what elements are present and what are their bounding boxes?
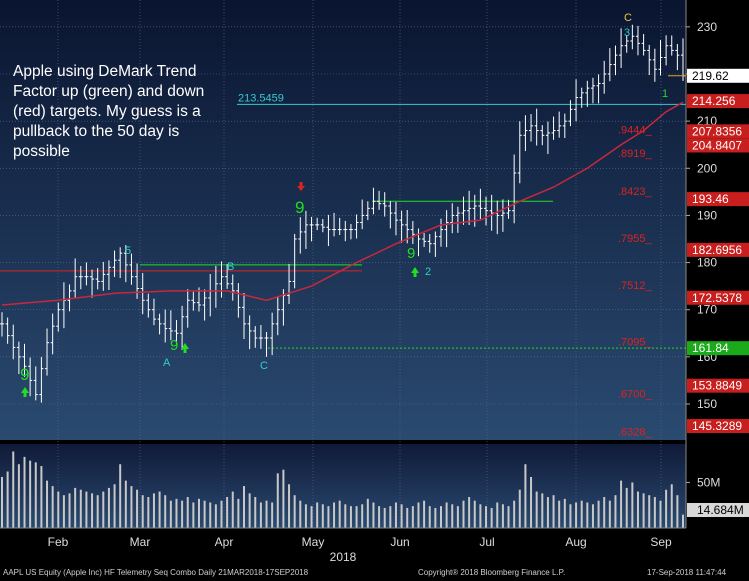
x-tick-label: May — [302, 535, 325, 549]
y-tick-label: 150 — [697, 397, 717, 411]
count-3-label: 3 — [624, 27, 630, 39]
up-arrow-icon — [21, 387, 29, 397]
price-label-box — [687, 419, 749, 434]
wave-label-a: A — [163, 357, 171, 369]
x-year-label: 2018 — [330, 550, 357, 564]
volume-label-box — [687, 503, 749, 517]
price-panel-background — [0, 0, 686, 440]
price-label-box — [687, 192, 749, 207]
count-1-label: 1 — [662, 88, 668, 100]
price-label-box — [687, 341, 749, 356]
wave-label-c: C — [624, 12, 632, 24]
setup-9-label: 9 — [20, 365, 29, 384]
red-target-label: .8423_ — [618, 186, 653, 198]
x-tick-label: Feb — [48, 535, 69, 549]
price-label-box — [687, 68, 749, 83]
x-tick-label: Aug — [565, 535, 586, 549]
footer-timestamp: 17-Sep-2018 11:47:44 — [647, 568, 727, 577]
red-target-label: .6700_ — [618, 389, 653, 401]
up-arrow-icon — [411, 267, 419, 277]
price-label-box — [687, 138, 749, 153]
price-label-text: 145.3289 — [692, 419, 742, 433]
gridlines — [0, 0, 686, 528]
x-tick-label: Mar — [130, 535, 151, 549]
x-tick-label: Sep — [650, 535, 672, 549]
wave-label-c-lower: C — [260, 360, 268, 372]
price-label-text: 182.6956 — [692, 243, 742, 257]
down-arrow-icon — [297, 182, 305, 191]
x-tick-label: Jul — [479, 535, 494, 549]
demark-annotations: C 3 1 9 9 9 9 5 A B C 2 .9444_ .8919_ .8423_ .7955_ .751… — [20, 12, 668, 438]
setup-9-label: 9 — [407, 245, 415, 262]
y-tick-label: 200 — [697, 161, 717, 175]
x-tick-label: Apr — [215, 535, 234, 549]
price-label-text: 207.8356 — [692, 124, 742, 138]
price-label-text: 219.62 — [692, 69, 729, 83]
price-label-box — [687, 378, 749, 393]
y-tick-label: 190 — [697, 208, 717, 222]
setup-9-label: 9 — [295, 198, 304, 217]
setup-9-label: 9 — [170, 337, 178, 354]
count-2-label: 2 — [425, 266, 431, 278]
time-axis: Feb Mar Apr May Jun Jul Aug Sep 2018 — [0, 527, 686, 564]
red-target-label: .6328_ — [618, 426, 653, 438]
cyan-target-label: 213.5459 — [238, 92, 284, 104]
price-label-text: 204.8407 — [692, 138, 742, 152]
up-arrow-icon — [181, 343, 189, 353]
price-label-box — [687, 290, 749, 305]
y-tick-label: 180 — [697, 256, 717, 270]
price-label-text: 214.256 — [692, 94, 736, 108]
price-axis: 150160170180190200210220230219.62214.256… — [668, 0, 749, 528]
wave-label-b: B — [227, 261, 234, 273]
x-tick-label: Jun — [390, 535, 409, 549]
price-label-text: 153.8849 — [692, 379, 742, 393]
price-label-box — [687, 94, 749, 109]
chart-commentary: Apple using DeMark Trend Factor up (gree… — [13, 63, 205, 160]
price-label-text: 172.5378 — [692, 291, 742, 305]
y-tick-label: 230 — [697, 20, 717, 34]
red-target-label: .8919_ — [618, 148, 653, 160]
volume-bars: 50M 14.684M — [1, 451, 749, 528]
price-label-box — [687, 124, 749, 139]
moving-average-line — [1, 101, 684, 306]
volume-tick-label: 50M — [697, 475, 720, 489]
y-tick-label: 170 — [697, 303, 717, 317]
ma-50-day-line — [1, 101, 684, 306]
volume-label-text: 14.684M — [697, 503, 744, 517]
bloomberg-footer: AAPL US Equity (Apple Inc) HF Telemetry … — [0, 566, 749, 581]
target-levels: 213.5459 — [0, 92, 686, 349]
footer-security: AAPL US Equity (Apple Inc) HF Telemetry … — [3, 568, 309, 577]
price-label-text: 193.46 — [692, 192, 729, 206]
red-target-label: .7955_ — [618, 233, 653, 245]
red-target-label: .9444_ — [618, 125, 653, 137]
red-target-label: .7095_ — [618, 337, 653, 349]
price-label-text: 161.84 — [692, 341, 729, 355]
count-5-label: 5 — [125, 245, 131, 257]
price-label-box — [687, 242, 749, 257]
footer-copyright: Copyright® 2018 Bloomberg Finance L.P. — [418, 568, 566, 577]
red-target-label: .7512_ — [618, 280, 653, 292]
